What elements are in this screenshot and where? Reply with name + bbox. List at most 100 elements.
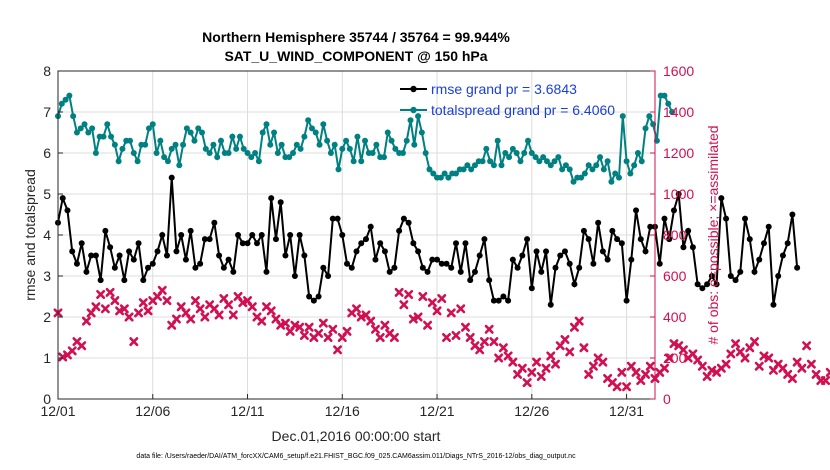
obs-assimilated-point [612,382,622,392]
rmse-point [130,256,137,263]
rmse-point [604,256,611,263]
totalspread-point [324,137,331,144]
rmse-point [784,240,791,247]
totalspread-point [244,150,251,156]
rmse-point [353,248,360,255]
rmse-point [471,268,478,275]
rmse-point [320,264,327,271]
rmse-point [69,248,76,255]
rmse-point [159,232,166,238]
obs-assimilated-point [787,374,797,383]
rmse-point [424,268,431,275]
obs-marker-x [214,310,224,320]
obs-marker-x [460,322,470,332]
rmse-point [372,256,379,263]
obs-assimilated-point [190,296,200,306]
rmse-point [239,240,246,247]
rmse-point [206,236,213,243]
rmse-point [457,268,464,275]
obs-assimilated-point [574,316,584,326]
obs-assimilated-point [532,357,542,367]
obs-marker-x [678,345,688,355]
rmse-point [145,264,152,271]
obs-assimilated-point [134,308,144,318]
rmse-point [64,207,71,214]
totalspread-point [468,166,475,173]
totalspread-point [600,166,607,173]
totalspread-point [339,145,346,152]
obs-marker-x [323,333,333,342]
totalspread-point [517,158,524,165]
obs-marker-x [247,302,257,312]
rmse-point [405,219,412,226]
rmse-point [258,232,265,238]
obs-assimilated-point [200,312,210,322]
rmse-point [282,252,289,259]
totalspread-point [308,125,315,132]
obs-marker-x [91,302,101,312]
rmse-point [140,277,147,284]
rmse-point [310,297,317,304]
obs-marker-x [631,367,641,377]
obs-assimilated-point [721,359,731,369]
obs-assimilated-point [498,343,508,353]
obs-assimilated-point [588,361,598,371]
obs-marker-x [541,363,551,373]
rmse-point [704,281,711,288]
totalspread-point [164,158,171,165]
totalspread-point [73,129,80,136]
obs-marker-x [195,304,205,314]
totalspread-point [354,133,361,140]
obs-assimilated-point [565,347,575,357]
x-axis: 12/01 12/06 12/11 12/16 12/21 12/26 12/31 [40,394,644,419]
x-tick-label: 12/31 [609,403,644,419]
obs-assimilated-point [418,292,428,301]
x-axis-label: Dec.01,2016 00:00:00 start [272,428,441,444]
obs-marker-x [617,367,627,377]
footer-data-file: data file: /Users/raeder/DAI/ATM_forcXX/… [136,453,576,460]
obs-marker-x [721,359,731,369]
totalspread-point [562,162,569,169]
obs-marker-x [527,367,537,377]
obs-marker-x [399,300,409,310]
obs-marker-x [797,363,807,373]
totalspread-point [331,141,338,148]
obs-marker-x [394,287,404,297]
rmse-point [689,244,696,251]
y-tick-label-right: 800 [663,227,687,243]
totalspread-point [418,129,425,136]
totalspread-point [490,162,497,169]
totalspread-point [263,121,270,128]
obs-marker-x [641,369,651,379]
y-axis-left-label: rmse and totalspread [22,169,38,301]
rmse-point [111,264,118,271]
rmse-point [557,252,564,259]
totalspread-point [327,150,334,156]
obs-assimilated-point [247,302,257,312]
obs-marker-x [318,318,328,328]
totalspread-point [81,121,88,128]
totalspread-point [437,174,444,181]
rmse-point [528,285,535,292]
totalspread-point [536,158,543,165]
obs-assimilated-point [110,296,120,306]
rmse-point [315,293,322,300]
obs-marker-x [77,341,87,351]
rmse-point [467,277,474,284]
y-tick-label-right: 1000 [663,186,694,202]
obs-marker-x [522,378,532,388]
rmse-point [481,236,488,243]
totalspread-point [267,141,274,148]
rmse-point [486,277,493,284]
obs-assimilated-point [91,302,101,312]
obs-assimilated-point [489,337,499,347]
obs-marker-x [551,359,560,369]
rmse-point [135,240,142,247]
obs-marker-x [825,367,830,377]
obs-marker-x [418,292,428,301]
obs-marker-x [489,337,499,347]
totalspread-point [525,137,532,144]
obs-marker-x [588,361,598,371]
obs-assimilated-point [380,320,390,330]
